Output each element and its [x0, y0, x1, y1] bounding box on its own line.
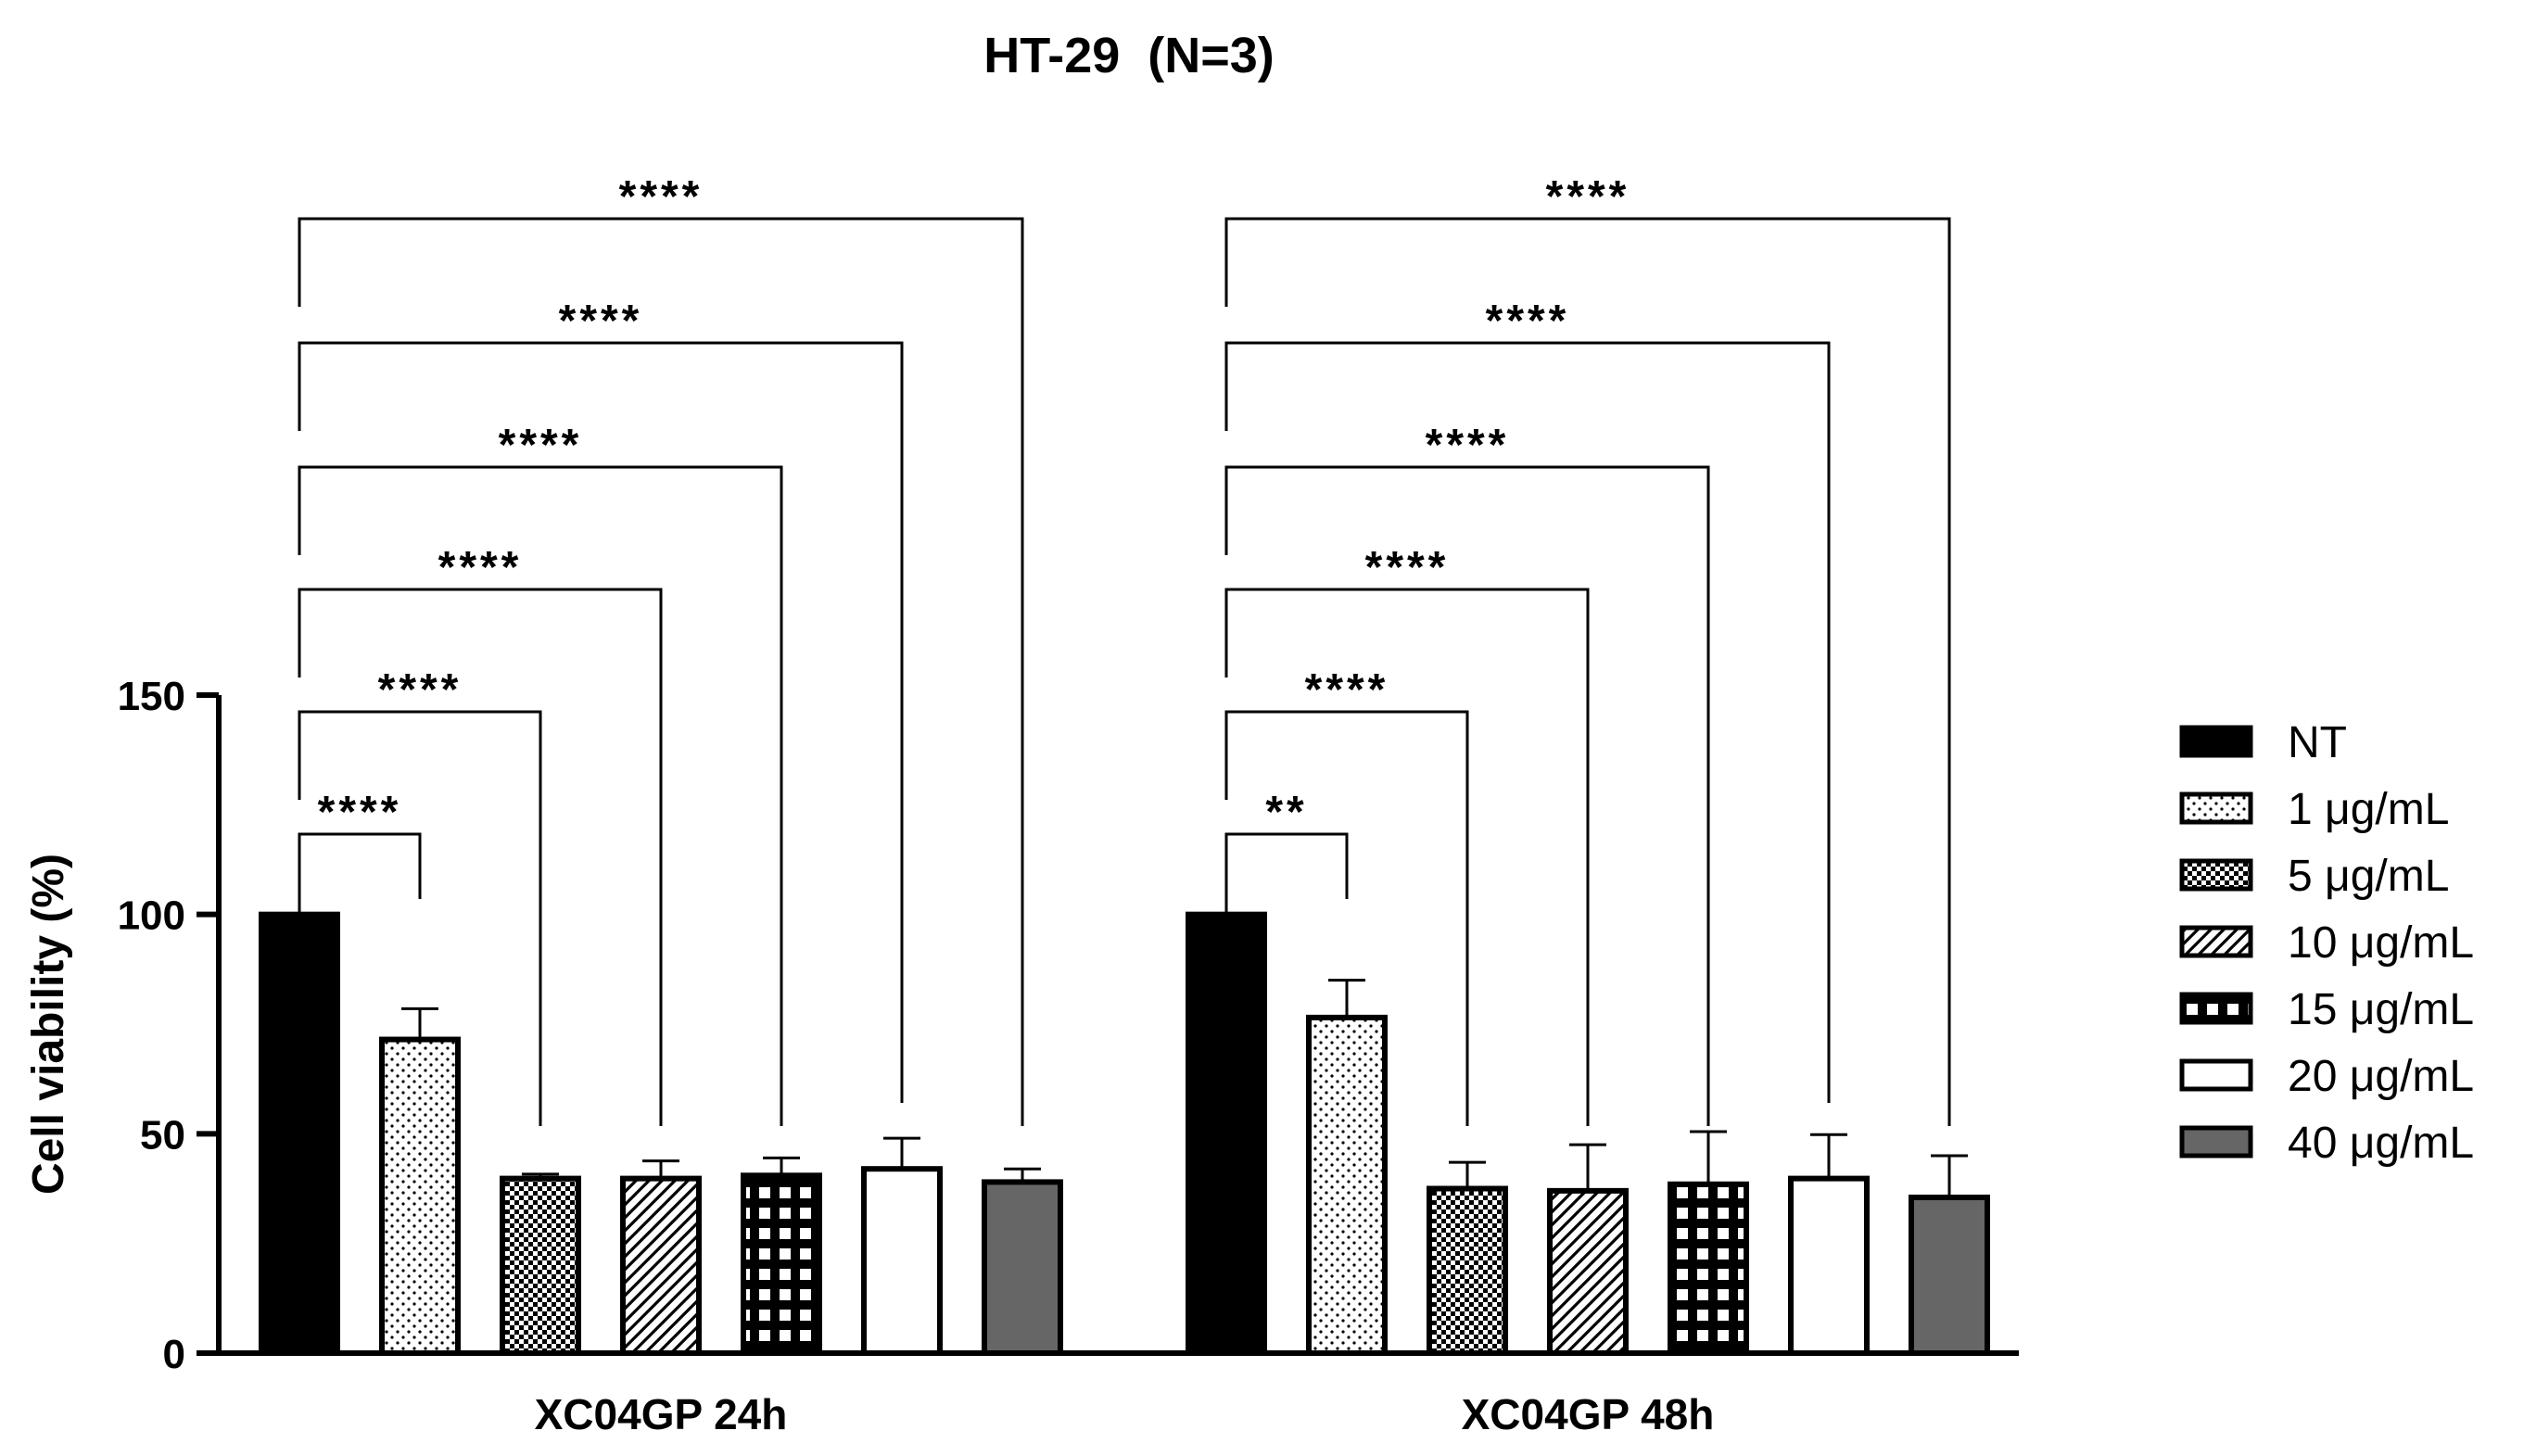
- significance-label: ****: [1305, 665, 1389, 715]
- significance-bracket: [298, 832, 422, 922]
- bar: [982, 1179, 1063, 1357]
- y-tick-label: 0: [163, 1332, 185, 1377]
- x-tick-label: XC04GP 48h: [1462, 1390, 1715, 1438]
- significance-bracket: [1224, 588, 1590, 1126]
- significance-bracket: [298, 217, 1024, 1126]
- significance-label: ****: [1546, 172, 1630, 222]
- legend-swatch: [2179, 725, 2253, 758]
- bar: [1427, 1185, 1508, 1356]
- x-tick-label: XC04GP 24h: [535, 1390, 788, 1438]
- bar: [620, 1175, 702, 1356]
- legend-label: 15 μg/mL: [2288, 985, 2474, 1034]
- significance-label: ****: [1426, 421, 1510, 470]
- legend-label: 40 μg/mL: [2288, 1119, 2474, 1168]
- significance-label: ****: [438, 543, 523, 592]
- significance-bracket: [298, 465, 783, 1126]
- significance-label: ****: [559, 297, 643, 346]
- y-axis-label: Cell viability (%): [24, 854, 73, 1195]
- chart-title: HT-29 (N=3): [983, 28, 1275, 83]
- bar: [861, 1166, 943, 1356]
- legend-swatch: [2179, 858, 2253, 892]
- significance-label: ****: [499, 421, 583, 470]
- legend-swatch: [2179, 1125, 2253, 1158]
- bar: [1909, 1194, 1990, 1357]
- significance-bracket: [298, 341, 904, 1103]
- legend-label: 5 μg/mL: [2288, 852, 2449, 901]
- significance-label: ****: [378, 665, 463, 715]
- bar: [379, 1036, 461, 1356]
- bar: [259, 911, 340, 1357]
- significance-label: ****: [318, 788, 402, 837]
- legend-swatch: [2179, 1058, 2253, 1092]
- bar: [741, 1172, 822, 1357]
- significance-bracket: [298, 588, 663, 1126]
- significance-label: ****: [1486, 297, 1570, 346]
- legend-swatch: [2179, 791, 2253, 825]
- y-tick-label: 100: [118, 893, 185, 939]
- legend-swatch: [2179, 992, 2253, 1025]
- bar: [1668, 1181, 1749, 1357]
- y-tick-label: 50: [140, 1112, 185, 1158]
- bar: [1306, 1014, 1388, 1357]
- legend-label: NT: [2288, 718, 2347, 767]
- significance-bracket: [298, 710, 542, 1126]
- significance-label: ****: [619, 172, 704, 222]
- significance-bracket: [1224, 710, 1469, 1126]
- y-tick-label: 150: [118, 674, 185, 719]
- significance-bracket: [1224, 465, 1710, 1126]
- legend: NT 1 μg/mL 5 μg/mL 10 μg/mL 15 μg/mL 20 μg/mL…: [2179, 718, 2474, 1168]
- bar: [500, 1175, 581, 1356]
- significance-label: **: [1265, 788, 1307, 837]
- legend-label: 10 μg/mL: [2288, 918, 2474, 968]
- significance-bracket: [1224, 832, 1349, 922]
- bar: [1186, 911, 1267, 1357]
- legend-swatch: [2179, 925, 2253, 958]
- legend-label: 20 μg/mL: [2288, 1052, 2474, 1101]
- bar: [1547, 1187, 1629, 1357]
- significance-label: ****: [1365, 543, 1450, 592]
- bar: [1788, 1175, 1870, 1356]
- significance-bracket: [1224, 341, 1831, 1103]
- significance-bracket: [1224, 217, 1951, 1126]
- legend-label: 1 μg/mL: [2288, 785, 2449, 834]
